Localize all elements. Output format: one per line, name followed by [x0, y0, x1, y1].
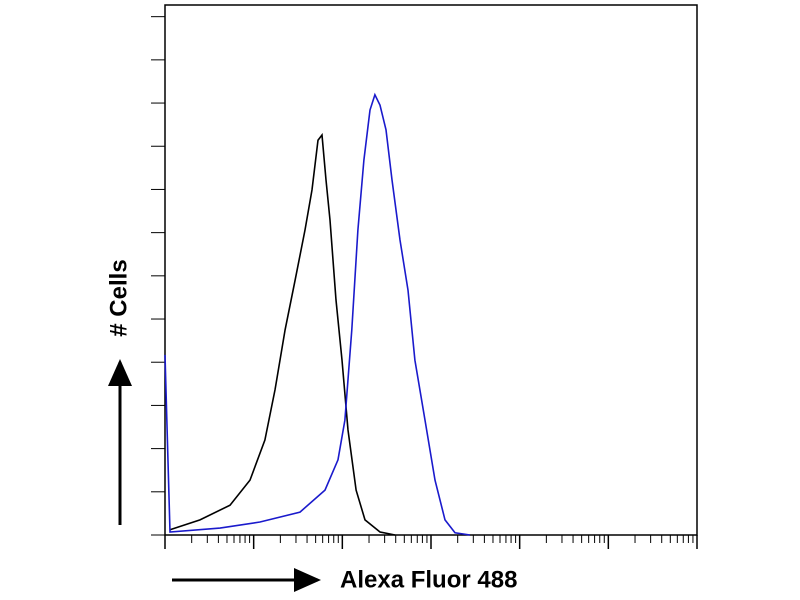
x-axis-label: Alexa Fluor 488	[340, 566, 517, 593]
histogram-line	[164, 92, 471, 536]
y-axis-label: # Cells	[105, 259, 132, 336]
histogram-line	[169, 132, 396, 536]
